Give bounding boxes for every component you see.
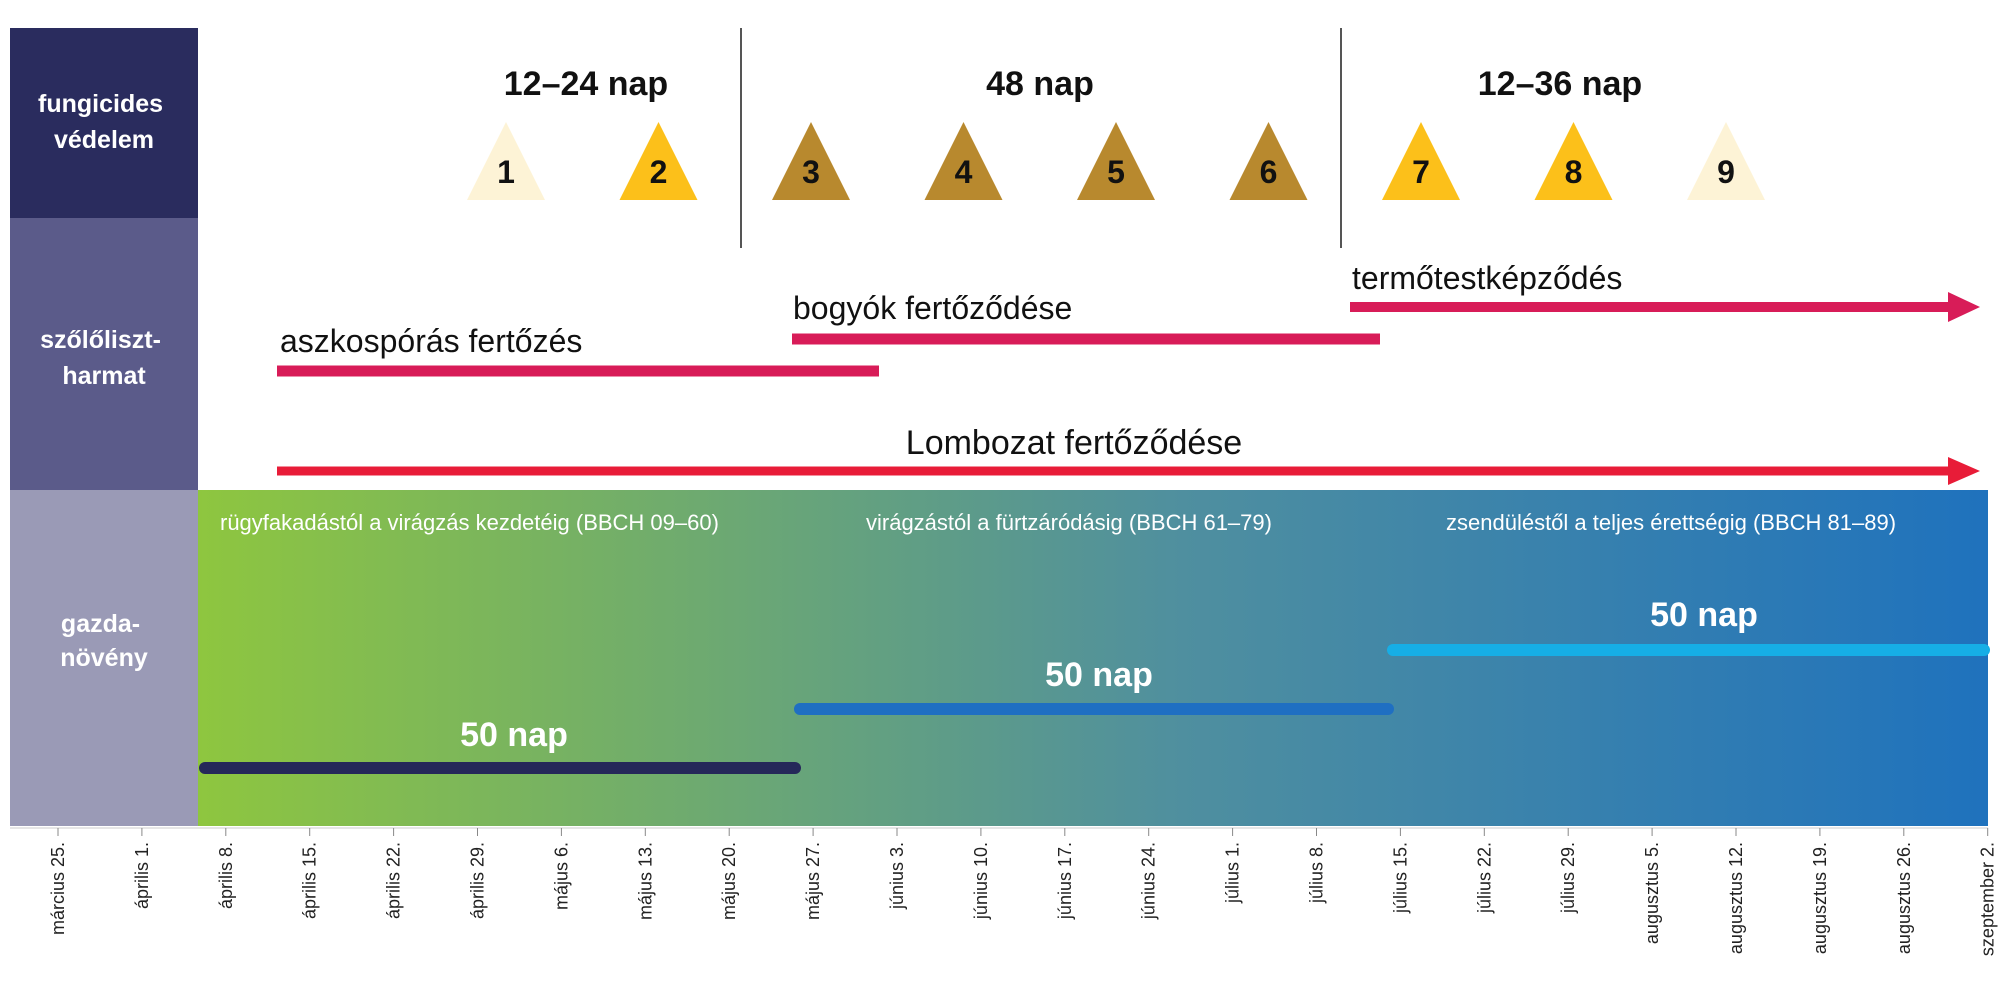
date-label: augusztus 26.: [1894, 842, 1914, 954]
date-axis: március 25. április 1. április 8. április 1…: [48, 828, 1998, 956]
row-label-line: gazda-: [61, 610, 140, 638]
spray-marker: 1: [467, 122, 545, 200]
date-label: június 10.: [971, 842, 991, 920]
spray-number: 9: [1717, 154, 1735, 190]
date-label: július 15.: [1390, 842, 1410, 914]
infection-label-ascospore: aszkospórás fertőzés: [280, 323, 582, 359]
spray-marker: 7: [1382, 122, 1460, 200]
date-label: június 3.: [887, 842, 907, 910]
row-label-host-plant: gazda- növény: [60, 610, 148, 672]
row-block-fungicide: [10, 28, 198, 218]
infection-label-foliage: Lombozat fertőződése: [906, 424, 1242, 462]
phase-label: virágzástól a fürtzáródásig (BBCH 61–79): [866, 510, 1272, 535]
date-label: április 15.: [300, 842, 320, 919]
row-block-powdery-mildew: [10, 218, 198, 490]
date-label: július 22.: [1474, 842, 1494, 914]
date-label: április 22.: [384, 842, 404, 919]
spray-triangle: [1382, 122, 1460, 200]
spray-markers: 1 2 3 4 5 6 7 8 9: [467, 122, 1765, 200]
date-label: április 8.: [216, 842, 236, 909]
date-label: június 17.: [1055, 842, 1075, 920]
date-label: június 24.: [1139, 842, 1159, 920]
spray-number: 3: [802, 154, 820, 190]
spray-number: 7: [1412, 154, 1430, 190]
date-label: április 29.: [468, 842, 488, 919]
phase-label: zsendüléstől a teljes érettségig (BBCH 8…: [1446, 510, 1896, 535]
phase-duration-label: 50 nap: [1045, 656, 1153, 694]
phase-label: rügyfakadástól a virágzás kezdetéig (BBC…: [220, 510, 719, 535]
date-label: július 1.: [1223, 842, 1243, 904]
row-labels: fungicides védelem szőlőliszt- harmat ga…: [10, 28, 198, 826]
row-label-line: fungicides: [38, 90, 163, 118]
infection-label-fruiting-bodies: termőtestképződés: [1352, 260, 1622, 296]
row-label-line: harmat: [62, 362, 146, 390]
phase-duration-label: 50 nap: [1650, 596, 1758, 634]
spray-triangle: [772, 122, 850, 200]
infection-arrowhead: [1948, 292, 1980, 322]
row-block-host-plant: [10, 490, 198, 826]
row-label-line: szőlőliszt-: [40, 326, 161, 354]
date-label: április 1.: [132, 842, 152, 909]
infection-label-berries: bogyók fertőződése: [793, 290, 1072, 326]
date-label: augusztus 12.: [1726, 842, 1746, 954]
row-label-line: növény: [60, 644, 148, 672]
spray-triangle: [1229, 122, 1308, 200]
spray-marker: 8: [1534, 122, 1613, 200]
spray-group-label: 12–24 nap: [504, 65, 668, 103]
row-label-line: védelem: [54, 126, 154, 154]
spray-group-label: 48 nap: [986, 65, 1094, 103]
date-label: május 27.: [803, 842, 823, 920]
spray-marker: 5: [1077, 122, 1155, 200]
date-label: augusztus 5.: [1642, 842, 1662, 944]
phase-duration-label: 50 nap: [460, 716, 568, 754]
spray-triangle: [924, 122, 1003, 200]
spray-marker: 2: [619, 122, 698, 200]
date-label: március 25.: [48, 842, 68, 935]
spray-triangle: [467, 122, 545, 200]
spray-triangle: [1687, 122, 1765, 200]
row-label-fungicide: fungicides védelem: [38, 90, 170, 154]
spray-marker: 9: [1687, 122, 1765, 200]
spray-number: 1: [497, 154, 515, 190]
spray-group-label: 12–36 nap: [1478, 65, 1642, 103]
date-label: május 6.: [551, 842, 571, 910]
spray-number: 2: [650, 154, 668, 190]
spray-number: 6: [1260, 154, 1278, 190]
date-label: szeptember 2.: [1978, 842, 1998, 956]
date-label: július 8.: [1307, 842, 1327, 904]
infection-arrowhead: [1948, 457, 1980, 485]
date-label: augusztus 19.: [1810, 842, 1830, 954]
spray-groups: 12–24 nap 48 nap 12–36 nap: [504, 65, 1642, 103]
spray-triangle: [1534, 122, 1613, 200]
spray-number: 4: [955, 154, 973, 190]
spray-triangle: [1077, 122, 1155, 200]
date-label: május 13.: [635, 842, 655, 920]
spray-marker: 4: [924, 122, 1003, 200]
spray-number: 5: [1107, 154, 1125, 190]
infection-periods: aszkospórás fertőzés bogyók fertőződése …: [277, 260, 1980, 485]
spray-marker: 3: [772, 122, 850, 200]
host-plant-phases: rügyfakadástól a virágzás kezdetéig (BBC…: [199, 510, 1990, 774]
date-label: május 20.: [719, 842, 739, 920]
spray-marker: 6: [1229, 122, 1308, 200]
spray-triangle: [619, 122, 698, 200]
date-label: július 29.: [1558, 842, 1578, 914]
spray-number: 8: [1565, 154, 1583, 190]
row-label-powdery-mildew: szőlőliszt- harmat: [40, 326, 168, 390]
